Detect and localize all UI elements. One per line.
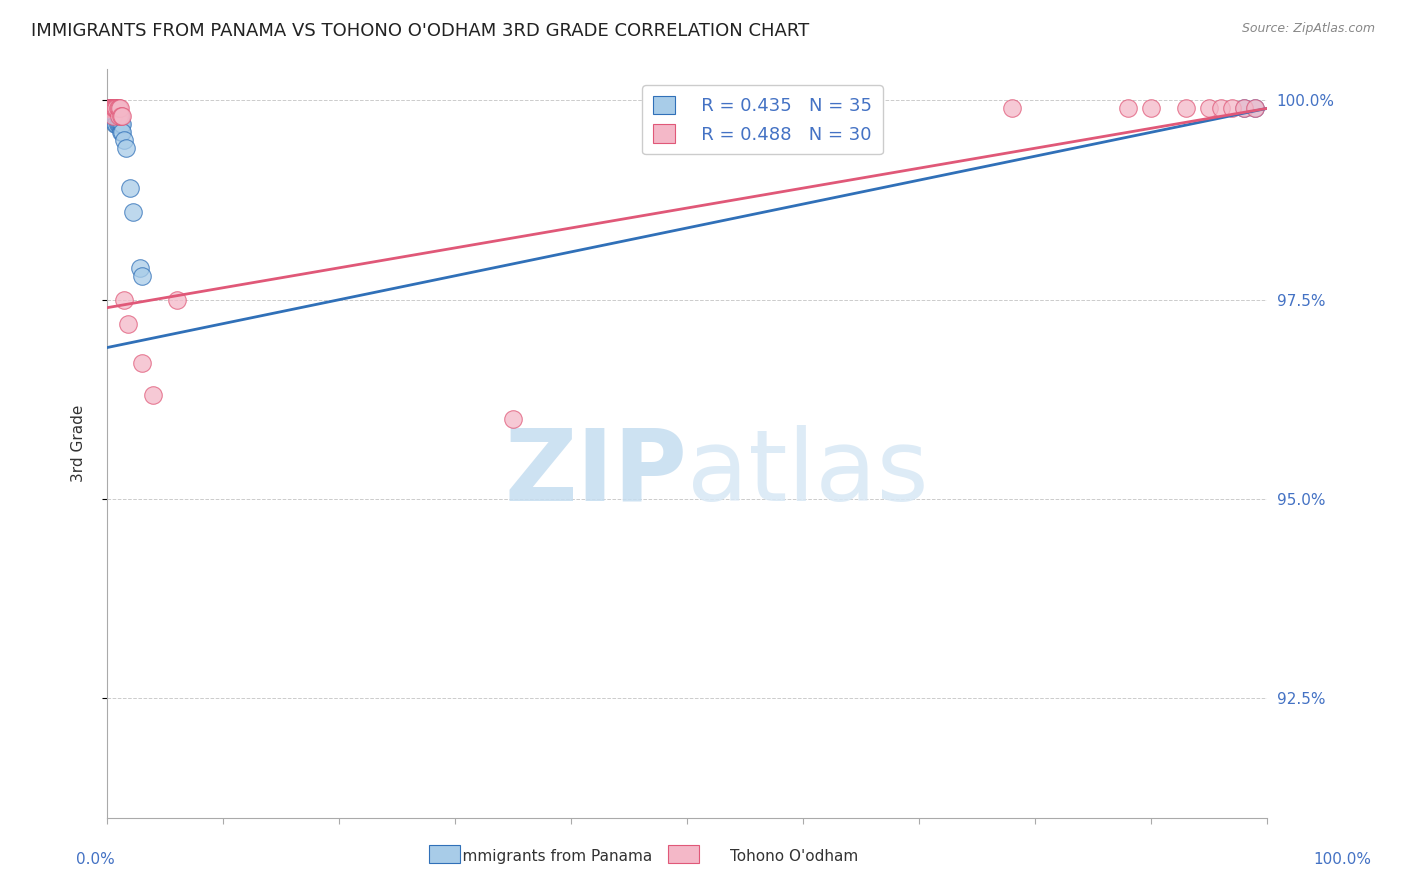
Point — [100, 102, 122, 116]
Point — [104, 102, 127, 116]
Point — [1244, 102, 1267, 116]
Point — [103, 102, 125, 116]
Point — [1001, 102, 1024, 116]
Point — [107, 109, 129, 123]
Legend:    R = 0.435   N = 35,    R = 0.488   N = 30: R = 0.435 N = 35, R = 0.488 N = 30 — [643, 85, 883, 154]
Point — [128, 260, 150, 275]
Point — [100, 109, 122, 123]
Point — [1209, 102, 1232, 116]
Point — [107, 102, 129, 116]
Point — [104, 102, 127, 116]
Point — [110, 117, 132, 131]
Point — [105, 102, 128, 116]
Point — [107, 109, 129, 123]
Point — [114, 293, 136, 307]
Point — [121, 205, 143, 219]
Point — [1220, 102, 1243, 116]
Point — [104, 102, 127, 116]
Point — [120, 181, 142, 195]
Point — [1116, 102, 1139, 116]
Point — [131, 268, 153, 283]
Point — [117, 317, 139, 331]
Point — [104, 109, 127, 123]
Point — [107, 117, 129, 131]
Point — [97, 102, 120, 116]
Text: atlas: atlas — [688, 425, 929, 522]
Text: IMMIGRANTS FROM PANAMA VS TOHONO O'ODHAM 3RD GRADE CORRELATION CHART: IMMIGRANTS FROM PANAMA VS TOHONO O'ODHAM… — [31, 22, 810, 40]
Text: Tohono O'odham: Tohono O'odham — [730, 849, 859, 864]
Point — [98, 102, 121, 116]
Y-axis label: 3rd Grade: 3rd Grade — [72, 405, 86, 482]
Point — [101, 102, 124, 116]
Point — [103, 102, 125, 116]
Point — [107, 102, 129, 116]
Point — [101, 109, 124, 123]
Text: Immigrants from Panama: Immigrants from Panama — [458, 849, 652, 864]
Point — [108, 109, 131, 123]
Text: ZIP: ZIP — [505, 425, 688, 522]
Point — [114, 141, 136, 155]
Point — [1233, 102, 1256, 116]
Point — [1174, 102, 1197, 116]
Point — [97, 102, 120, 116]
Point — [111, 109, 134, 123]
Point — [108, 102, 131, 116]
Point — [100, 102, 122, 116]
Point — [111, 125, 134, 139]
Point — [131, 357, 153, 371]
Point — [110, 109, 132, 123]
Point — [103, 109, 125, 123]
Point — [166, 293, 188, 307]
Point — [1244, 102, 1267, 116]
Point — [100, 102, 122, 116]
Point — [100, 102, 122, 116]
Point — [110, 125, 132, 139]
Point — [107, 117, 129, 131]
Text: 0.0%: 0.0% — [76, 852, 115, 867]
Point — [100, 102, 122, 116]
Point — [104, 117, 127, 131]
Point — [98, 102, 121, 116]
Point — [1233, 102, 1256, 116]
Point — [100, 102, 122, 116]
Text: Source: ZipAtlas.com: Source: ZipAtlas.com — [1241, 22, 1375, 36]
Point — [105, 117, 128, 131]
Point — [101, 102, 124, 116]
Point — [105, 109, 128, 123]
Point — [107, 109, 129, 123]
Text: 100.0%: 100.0% — [1313, 852, 1372, 867]
Point — [1198, 102, 1220, 116]
Point — [114, 133, 136, 147]
Point — [101, 109, 124, 123]
Point — [142, 388, 165, 402]
Point — [111, 117, 134, 131]
Point — [1140, 102, 1163, 116]
Point — [502, 412, 524, 426]
Point — [108, 117, 131, 131]
